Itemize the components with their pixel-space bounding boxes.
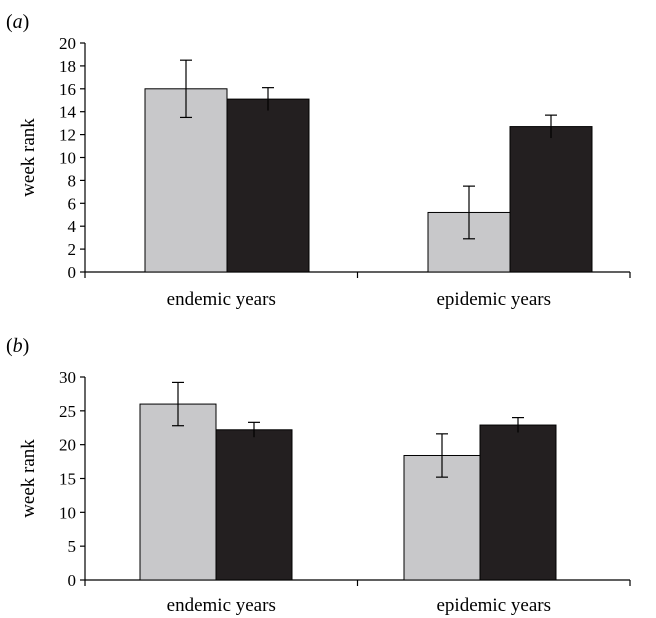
bar-series1-1 bbox=[509, 126, 593, 273]
y-tick-label: 0 bbox=[68, 263, 77, 282]
y-tick-label: 15 bbox=[59, 470, 76, 489]
category-label: endemic years bbox=[167, 595, 276, 616]
category-label: epidemic years bbox=[437, 289, 551, 310]
y-tick-label: 18 bbox=[59, 57, 76, 76]
panel-letter: a bbox=[13, 11, 23, 33]
bar-series0-0 bbox=[144, 88, 228, 273]
panel-a: (a) week rank 0 2 4 6 8 10 12 14 16 18 20 endemic yea… bbox=[6, 11, 631, 310]
category-label: endemic years bbox=[167, 289, 276, 310]
panel-label: (b) bbox=[6, 335, 29, 357]
y-tick-label: 12 bbox=[59, 126, 76, 145]
y-tick-label: 14 bbox=[59, 103, 77, 122]
bar-series1-1 bbox=[479, 424, 557, 581]
category-label: epidemic years bbox=[437, 595, 551, 616]
y-tick-label: 10 bbox=[59, 503, 76, 522]
bar-group-1 bbox=[403, 417, 557, 581]
y-tick-label: 20 bbox=[59, 436, 76, 455]
y-tick-label: 5 bbox=[68, 537, 77, 556]
y-tick-label: 6 bbox=[68, 194, 77, 213]
y-tick-label: 2 bbox=[68, 240, 77, 259]
y-tick-label: 16 bbox=[59, 80, 76, 99]
panel-label: (a) bbox=[6, 11, 29, 33]
y-tick-label: 25 bbox=[59, 402, 76, 421]
y-axis-title: week rank bbox=[18, 439, 39, 518]
y-tick-label: 30 bbox=[59, 368, 76, 387]
bar-group-0 bbox=[139, 381, 293, 581]
panel-b: (b) week rank 0 5 10 15 20 25 30 endemic years epi… bbox=[6, 335, 631, 616]
bar-series1-0 bbox=[215, 429, 293, 581]
y-tick-label: 0 bbox=[68, 571, 77, 590]
bar-group-1 bbox=[427, 114, 593, 273]
y-axis-title: week rank bbox=[18, 118, 39, 197]
y-tick-label: 8 bbox=[68, 171, 77, 190]
y-tick-label: 10 bbox=[59, 149, 76, 168]
y-tick-label: 20 bbox=[59, 34, 76, 53]
bar-series1-0 bbox=[226, 98, 310, 273]
bar-group-0 bbox=[144, 59, 310, 273]
panel-letter: b bbox=[13, 335, 23, 357]
bar-series0-0 bbox=[139, 403, 217, 581]
y-tick-label: 4 bbox=[68, 217, 77, 236]
